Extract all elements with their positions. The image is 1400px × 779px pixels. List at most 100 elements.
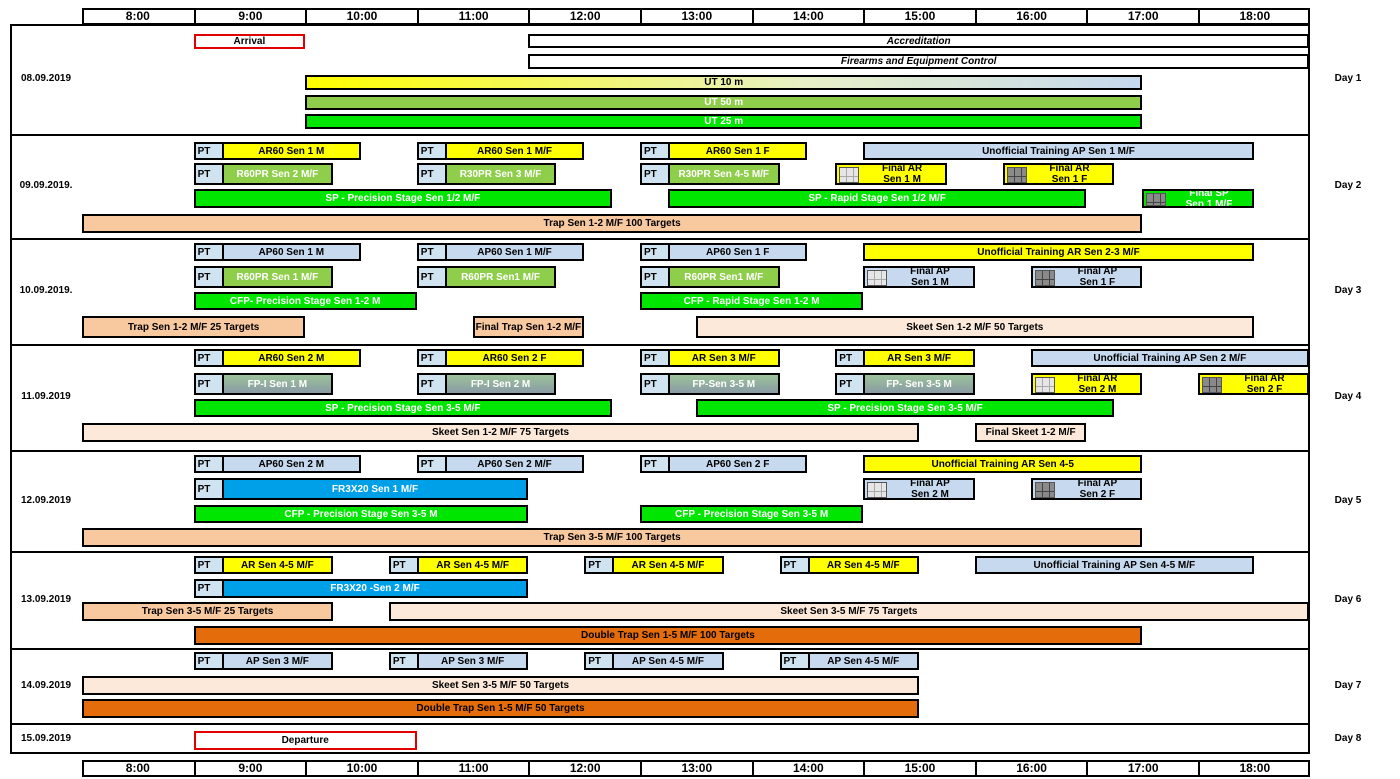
schedule-event[interactable]: AR60 Sen 1 M xyxy=(221,142,361,160)
pt-box[interactable]: PT xyxy=(388,556,419,574)
pt-box[interactable]: PT xyxy=(193,373,224,395)
pt-box[interactable]: PT xyxy=(779,556,810,574)
schedule-event[interactable]: Skeet Sen 1-2 M/F 75 Targets xyxy=(82,423,919,442)
schedule-event[interactable]: AP60 Sen 1 M/F xyxy=(444,243,585,261)
schedule-event[interactable]: R30PR Sen 4-5 M/F xyxy=(668,163,780,185)
schedule-event[interactable]: FP-Sen 3-5 M xyxy=(668,373,780,395)
pt-box[interactable]: PT xyxy=(640,243,670,261)
pt-box[interactable]: PT xyxy=(193,478,224,500)
schedule-event[interactable]: Unofficial Training AP Sen 1 M/F xyxy=(863,142,1254,160)
schedule-event[interactable]: Final AR Sen 2 F xyxy=(1198,373,1309,395)
pt-box[interactable]: PT xyxy=(835,349,866,367)
schedule-event[interactable]: AR Sen 4-5 M/F xyxy=(221,556,334,574)
pt-box[interactable]: PT xyxy=(640,266,670,288)
pt-box[interactable]: PT xyxy=(416,373,447,395)
schedule-event[interactable]: Final AR Sen 1 M xyxy=(835,163,947,185)
pt-box[interactable]: PT xyxy=(416,455,447,473)
pt-box[interactable]: PT xyxy=(416,266,447,288)
schedule-event[interactable]: AR Sen 3 M/F xyxy=(863,349,975,367)
schedule-event[interactable]: FR3X20 Sen 1 M/F xyxy=(221,478,529,500)
pt-box[interactable]: PT xyxy=(584,652,615,670)
schedule-event[interactable]: SP - Precision Stage Sen 1/2 M/F xyxy=(193,189,613,208)
schedule-event[interactable]: Trap Sen 3-5 M/F 25 Targets xyxy=(82,602,334,621)
schedule-event[interactable]: Unofficial Training AP Sen 2 M/F xyxy=(1030,349,1309,367)
pt-box[interactable]: PT xyxy=(193,455,224,473)
pt-box[interactable]: PT xyxy=(416,243,447,261)
pt-box[interactable]: PT xyxy=(416,163,447,185)
pt-box[interactable]: PT xyxy=(193,243,224,261)
pt-box[interactable]: PT xyxy=(193,652,224,670)
schedule-event[interactable]: CFP - Precision Stage Sen 3-5 M xyxy=(193,505,529,523)
schedule-event[interactable]: Unofficial Training AP Sen 4-5 M/F xyxy=(974,556,1254,574)
schedule-event[interactable]: FP- Sen 3-5 M xyxy=(863,373,975,395)
pt-box[interactable]: PT xyxy=(640,455,670,473)
schedule-event[interactable]: R60PR Sen 1 M/F xyxy=(221,266,334,288)
schedule-event[interactable]: Double Trap Sen 1-5 M/F 50 Targets xyxy=(82,699,919,718)
schedule-event[interactable]: Final AP Sen 1 F xyxy=(1030,266,1143,288)
schedule-event[interactable]: Final AP Sen 2 F xyxy=(1030,478,1143,500)
pt-box[interactable]: PT xyxy=(193,349,224,367)
pt-box[interactable]: PT xyxy=(388,652,419,670)
schedule-event[interactable]: AP Sen 4-5 M/F xyxy=(807,652,919,670)
schedule-event[interactable]: Final AP Sen 2 M xyxy=(863,478,975,500)
schedule-event[interactable]: R30PR Sen 3 M/F xyxy=(444,163,557,185)
schedule-event[interactable]: CFP- Precision Stage Sen 1-2 M xyxy=(193,292,417,310)
schedule-event[interactable]: Arrival xyxy=(193,34,306,49)
pt-box[interactable]: PT xyxy=(193,556,224,574)
pt-box[interactable]: PT xyxy=(584,556,615,574)
schedule-event[interactable]: AR60 Sen 2 F xyxy=(444,349,585,367)
pt-box[interactable]: PT xyxy=(640,142,670,160)
schedule-event[interactable]: Departure xyxy=(193,731,417,750)
schedule-event[interactable]: Final SP Sen 1 M/F xyxy=(1142,189,1254,208)
schedule-event[interactable]: Double Trap Sen 1-5 M/F 100 Targets xyxy=(193,626,1143,645)
schedule-event[interactable]: Firearms and Equipment Control xyxy=(528,54,1309,69)
schedule-event[interactable]: AR Sen 4-5 M/F xyxy=(416,556,529,574)
pt-box[interactable]: PT xyxy=(416,142,447,160)
schedule-event[interactable]: FP-I Sen 1 M xyxy=(221,373,334,395)
schedule-event[interactable]: UT 25 m xyxy=(305,114,1143,129)
schedule-event[interactable]: SP - Precision Stage Sen 3-5 M/F xyxy=(695,399,1115,417)
pt-box[interactable]: PT xyxy=(416,349,447,367)
schedule-event[interactable]: AR Sen 4-5 M/F xyxy=(807,556,919,574)
schedule-event[interactable]: AP60 Sen 1 M xyxy=(221,243,361,261)
schedule-event[interactable]: AP60 Sen 2 M/F xyxy=(444,455,585,473)
schedule-event[interactable]: UT 10 m xyxy=(305,75,1143,90)
schedule-event[interactable]: AR60 Sen 2 M xyxy=(221,349,361,367)
schedule-event[interactable]: AR60 Sen 1 F xyxy=(668,142,808,160)
pt-box[interactable]: PT xyxy=(640,349,670,367)
schedule-event[interactable]: AP60 Sen 2 F xyxy=(668,455,808,473)
schedule-event[interactable]: Unofficial Training AR Sen 4-5 xyxy=(863,455,1143,473)
pt-box[interactable]: PT xyxy=(835,373,866,395)
schedule-event[interactable]: AP60 Sen 1 F xyxy=(668,243,808,261)
schedule-event[interactable]: Skeet Sen 3-5 M/F 50 Targets xyxy=(82,676,919,695)
schedule-event[interactable]: Trap Sen 1-2 M/F 100 Targets xyxy=(82,214,1143,233)
schedule-event[interactable]: FP-I Sen 2 M xyxy=(444,373,557,395)
pt-box[interactable]: PT xyxy=(779,652,810,670)
schedule-event[interactable]: AR60 Sen 1 M/F xyxy=(444,142,585,160)
schedule-event[interactable]: FR3X20 -Sen 2 M/F xyxy=(221,579,529,598)
schedule-event[interactable]: AP Sen 3 M/F xyxy=(221,652,334,670)
schedule-event[interactable]: Trap Sen 1-2 M/F 25 Targets xyxy=(82,316,306,338)
schedule-event[interactable]: Trap Sen 3-5 M/F 100 Targets xyxy=(82,528,1143,547)
pt-box[interactable]: PT xyxy=(193,163,224,185)
schedule-event[interactable]: Unofficial Training AR Sen 2-3 M/F xyxy=(863,243,1254,261)
schedule-event[interactable]: AP Sen 4-5 M/F xyxy=(612,652,724,670)
schedule-event[interactable]: R60PR Sen1 M/F xyxy=(668,266,780,288)
schedule-event[interactable]: R60PR Sen1 M/F xyxy=(444,266,557,288)
schedule-event[interactable]: Final AR Sen 1 F xyxy=(1002,163,1115,185)
pt-box[interactable]: PT xyxy=(193,266,224,288)
schedule-event[interactable]: Accreditation xyxy=(528,34,1309,48)
schedule-event[interactable]: AR Sen 3 M/F xyxy=(668,349,780,367)
schedule-event[interactable]: AP60 Sen 2 M xyxy=(221,455,361,473)
schedule-event[interactable]: CFP - Precision Stage Sen 3-5 M xyxy=(640,505,864,523)
schedule-event[interactable]: SP - Rapid Stage Sen 1/2 M/F xyxy=(667,189,1087,208)
schedule-event[interactable]: Skeet Sen 1-2 M/F 50 Targets xyxy=(695,316,1254,338)
pt-box[interactable]: PT xyxy=(193,142,224,160)
schedule-event[interactable]: AR Sen 4-5 M/F xyxy=(612,556,724,574)
schedule-event[interactable]: Final Skeet 1-2 M/F xyxy=(974,423,1087,442)
schedule-event[interactable]: Skeet Sen 3-5 M/F 75 Targets xyxy=(388,602,1309,621)
schedule-event[interactable]: Final AP Sen 1 M xyxy=(863,266,975,288)
schedule-event[interactable]: Final Trap Sen 1-2 M/F xyxy=(472,316,585,338)
schedule-event[interactable]: UT 50 m xyxy=(305,95,1143,110)
schedule-event[interactable]: R60PR Sen 2 M/F xyxy=(221,163,334,185)
